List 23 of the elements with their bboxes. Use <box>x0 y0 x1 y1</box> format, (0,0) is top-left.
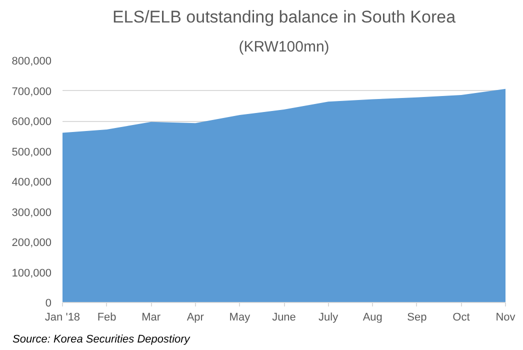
x-tick-label: Feb <box>97 312 116 324</box>
x-tick-label: Aug <box>362 312 382 324</box>
y-tick-label: 600,000 <box>12 116 52 128</box>
y-tick-label: 0 <box>45 298 52 310</box>
x-tick-label: Nov <box>496 312 516 324</box>
y-tick-label: 500,000 <box>12 146 52 158</box>
x-tick-label: July <box>318 312 339 324</box>
y-tick-label: 800,000 <box>12 56 52 68</box>
x-tick-label: Oct <box>452 312 470 324</box>
x-tick-label: Mar <box>142 312 161 324</box>
source-note: Source: Korea Securities Depostiory <box>12 334 192 346</box>
x-tick-label: Jan '18 <box>44 312 80 324</box>
x-tick-label: Sep <box>407 312 427 324</box>
y-tick-label: 700,000 <box>12 86 52 98</box>
y-tick-label: 100,000 <box>12 267 52 280</box>
x-tick-label: June <box>272 312 296 324</box>
x-tick-label: May <box>229 312 251 324</box>
chart-title: ELS/ELB outstanding balance in South Korea <box>112 8 456 26</box>
chart-subtitle: (KRW100mn) <box>238 38 330 56</box>
y-tick-label: 200,000 <box>12 237 52 249</box>
y-tick-label: 300,000 <box>12 206 52 219</box>
x-tick-label: Apr <box>186 312 204 324</box>
y-tick-label: 400,000 <box>12 176 52 188</box>
